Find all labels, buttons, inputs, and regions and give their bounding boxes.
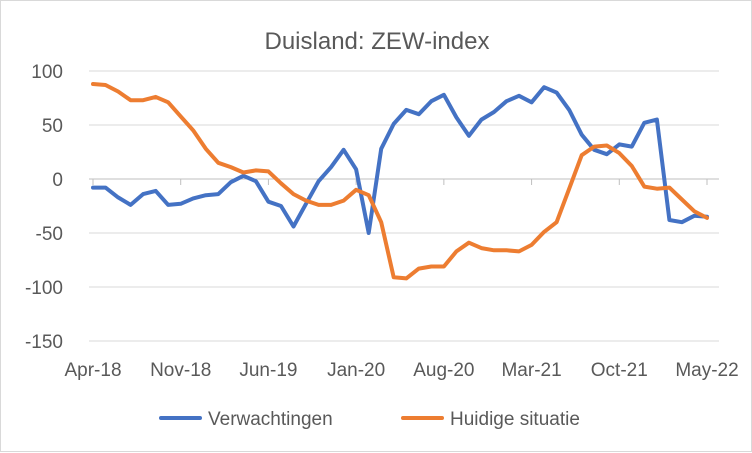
x-tick-label: Nov-18 — [150, 360, 211, 381]
x-axis: Apr-18 Nov-18 Jun-19 Jan-20 Aug-20 Mar-21 Oct-… — [64, 178, 739, 381]
x-tick-label: Mar-21 — [501, 360, 561, 381]
chart-title: Duisland: ZEW-index — [265, 28, 490, 55]
legend-label: Verwachtingen — [208, 409, 333, 430]
series-line-0 — [91, 85, 709, 235]
y-tick-label: 100 — [31, 62, 63, 83]
x-tick-label: May-22 — [675, 360, 738, 381]
legend-label: Huidige situatie — [450, 409, 580, 430]
x-tick-label: Oct-21 — [591, 360, 648, 381]
x-tick-label: Apr-18 — [64, 360, 121, 381]
y-tick-label: -50 — [36, 224, 63, 245]
x-tick-label: Aug-20 — [413, 360, 474, 381]
series-group — [91, 82, 709, 281]
y-tick-label: -150 — [25, 332, 63, 353]
series-line-1 — [91, 82, 709, 281]
x-tick-label: Jun-19 — [239, 360, 297, 381]
gridlines — [89, 70, 719, 342]
y-tick-label: 50 — [42, 116, 63, 137]
y-tick-label: 0 — [52, 170, 63, 191]
legend: Verwachtingen Huidige situatie — [159, 409, 580, 430]
x-tick-label: Jan-20 — [327, 360, 385, 381]
y-axis: 100 50 0 -50 -100 -150 — [25, 62, 63, 353]
y-tick-label: -100 — [25, 278, 63, 299]
